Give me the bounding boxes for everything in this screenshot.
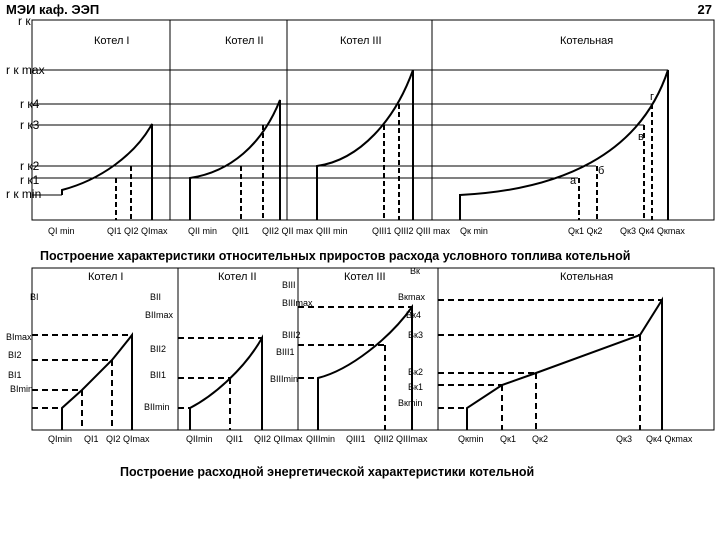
diagram-label: r к1 (20, 173, 40, 187)
diagram-label: r к2 (20, 159, 40, 173)
diagram-label: QII min (188, 226, 217, 236)
diagram-label: Bк4 (406, 310, 421, 320)
diagram-label: б (598, 165, 604, 177)
diagram-label: QI min (48, 226, 75, 236)
cost-boiler1 (61, 332, 133, 430)
diagram-label: Котельная (560, 271, 613, 283)
diagram-label: Котел III (344, 271, 386, 283)
diagram-label: Bк1 (408, 382, 423, 392)
cost-plant (466, 296, 663, 430)
diagram-label: QI1 (84, 434, 99, 444)
diagram-label: Qк1 Qк2 (568, 226, 602, 236)
diagram-label: QI1 QI2 QImax (107, 226, 168, 236)
curve-boiler1 (61, 123, 153, 220)
diagram-label: г (650, 91, 654, 103)
diagram-label: QIImin (186, 434, 213, 444)
diagram-label: Qкmin (458, 434, 483, 444)
diagram-label: BIII2 (282, 330, 301, 340)
diagram-label: Qк2 (532, 434, 548, 444)
diagram-label: Qк3 (616, 434, 632, 444)
diagram-label: Котел I (88, 271, 123, 283)
diagram-label: BII1 (150, 370, 166, 380)
diagram-label: BII (150, 292, 161, 302)
diagram-label: QI2 QImax (106, 434, 150, 444)
diagram-label: Qк min (460, 226, 488, 236)
diagram-label: r к max (6, 63, 45, 77)
curve-plant (459, 69, 669, 220)
diagram-label: в (638, 131, 644, 143)
cost-boiler2 (189, 334, 263, 430)
diagram-label: r к4 (20, 97, 40, 111)
diagram-label: QII1 (232, 226, 249, 236)
diagram-label: QIII min (316, 226, 348, 236)
diagram-label: BIIImin (270, 374, 298, 384)
diagram-label: Qк1 (500, 434, 516, 444)
bottom-caption: Построение расходной энергетической хара… (120, 465, 534, 479)
diagram-label: r к3 (20, 118, 40, 132)
diagram-label: BIImax (145, 310, 174, 320)
top-section-2: Котел II (225, 35, 264, 47)
diagram-label: BIII (282, 280, 296, 290)
header-title: МЭИ каф. ЭЭП (6, 2, 100, 17)
diagram-label: Котел II (218, 271, 257, 283)
diagram-label: QIII2 QIIImax (374, 434, 428, 444)
diagram-label: r к min (6, 187, 41, 201)
y-axis-top-label: r к (18, 14, 31, 28)
diagram-label: BI2 (8, 350, 22, 360)
diagram-label: BI1 (8, 370, 22, 380)
page-number: 27 (697, 2, 712, 17)
curve-boiler2 (189, 99, 281, 220)
top-frame (31, 19, 715, 221)
bottom-frame (31, 267, 715, 431)
diagram-label: BII2 (150, 344, 166, 354)
top-section-1: Котел I (94, 35, 129, 47)
diagram-label: BIImin (144, 402, 170, 412)
diagram-label: QII1 (226, 434, 243, 444)
diagram-label: Bк3 (408, 330, 423, 340)
top-section-4: Котельная (560, 35, 613, 47)
top-caption: Построение характеристики относительных … (40, 249, 630, 263)
diagram-label: BIIImax (282, 298, 313, 308)
diagram-label: QII2 QIImax (254, 434, 303, 444)
diagram-label: QImin (48, 434, 72, 444)
diagram-label: QIIImin (306, 434, 335, 444)
diagram-label: QIII1 (346, 434, 366, 444)
diagram-label: BI (30, 292, 39, 302)
diagram-label: QII2 QII max (262, 226, 314, 236)
diagram-label: BImin (10, 384, 33, 394)
curve-boiler3 (316, 69, 414, 220)
diagram-label: а (570, 175, 577, 187)
diagram-label: Bк (410, 266, 420, 276)
diagram-label: Bк2 (408, 367, 423, 377)
top-section-3: Котел III (340, 35, 382, 47)
diagram-label: Bкmax (398, 292, 425, 302)
diagram-label: Qк4 Qкmax (646, 434, 693, 444)
diagram-label: QIII1 QIII2 QIII max (372, 226, 451, 236)
diagram-label: BIII1 (276, 347, 295, 357)
diagram-label: Qк3 Qк4 Qкmax (620, 226, 685, 236)
diagram-label: Bкmin (398, 398, 422, 408)
diagram-label: BImax (6, 332, 32, 342)
cost-boiler3 (317, 303, 413, 430)
